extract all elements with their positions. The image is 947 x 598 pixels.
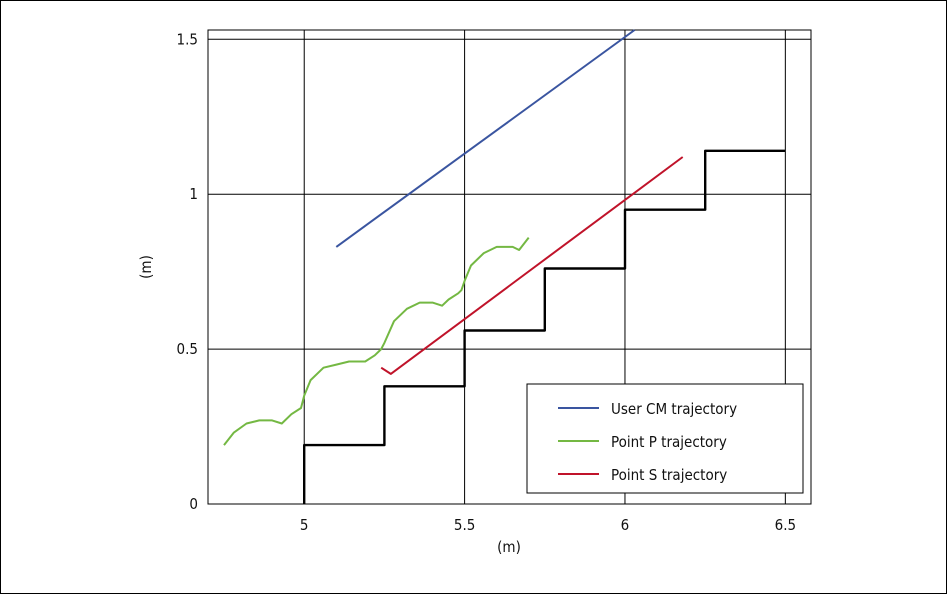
x-tick-label: 6.5	[775, 516, 796, 534]
series-line-staircase	[303, 149, 786, 504]
series-line-point-p	[223, 236, 530, 446]
x-tick-labels: 5 5.5 6 6.5	[300, 516, 796, 534]
legend-label-user-cm: User CM trajectory	[611, 400, 737, 418]
legend: User CM trajectory Point P trajectory Po…	[526, 383, 804, 494]
x-tick-label: 5.5	[454, 516, 475, 534]
y-axis-title: (m)	[137, 255, 155, 279]
x-axis-title: (m)	[497, 538, 521, 556]
series-line-user-cm	[335, 29, 636, 248]
y-tick-labels: 0 0.5 1 1.5	[177, 30, 198, 513]
y-tick-label: 0	[189, 495, 198, 513]
y-tick-label: 1	[189, 185, 198, 203]
x-tick-label: 5	[300, 516, 309, 534]
series-line-point-s	[380, 156, 684, 375]
x-tick-label: 6	[621, 516, 630, 534]
legend-label-point-p: Point P trajectory	[611, 433, 727, 451]
y-tick-label: 0.5	[177, 340, 198, 358]
series-group	[223, 29, 786, 504]
legend-label-point-s: Point S trajectory	[611, 466, 727, 484]
y-tick-label: 1.5	[177, 30, 198, 48]
grid-lines	[208, 30, 811, 504]
